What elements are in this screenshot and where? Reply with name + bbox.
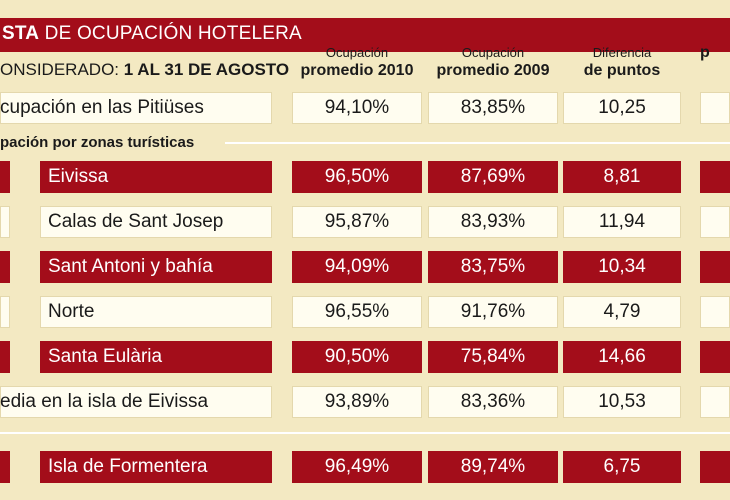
media-extra <box>700 386 730 418</box>
title-rest: DE OCUPACIÓN HOTELERA <box>39 23 302 44</box>
zone-diff: 14,66 <box>563 341 681 373</box>
formentera-diff: 6,75 <box>563 451 681 483</box>
zone-marker <box>0 161 10 193</box>
zone-2010: 94,09% <box>292 251 422 283</box>
summary-label: cupación en las Pitiüses <box>0 92 272 124</box>
period-label: ONSIDERADO: <box>0 60 120 79</box>
col-header-2009: Ocupación promedio 2009 <box>428 44 558 80</box>
media-label: edia en la isla de Eivissa <box>0 386 272 418</box>
zone-2010: 95,87% <box>292 206 422 238</box>
zone-2009: 91,76% <box>428 296 558 328</box>
zone-marker <box>0 296 10 328</box>
section-title: pación por zonas turísticas <box>0 134 195 151</box>
zone-2010: 96,50% <box>292 161 422 193</box>
zone-label: Sant Antoni y bahía <box>40 251 272 283</box>
title-bar <box>0 18 730 52</box>
col-header-2010: Ocupación promedio 2010 <box>292 44 422 80</box>
zone-2009: 87,69% <box>428 161 558 193</box>
zone-marker <box>0 341 10 373</box>
title-bold: STA <box>2 23 40 44</box>
summary-diff: 10,25 <box>563 92 681 124</box>
zone-diff: 4,79 <box>563 296 681 328</box>
col-header-2009-small: Ocupación <box>461 45 525 60</box>
period-value: 1 AL 31 DE AGOSTO <box>119 60 290 79</box>
formentera-divider <box>0 432 730 434</box>
col-header-2010-big: promedio 2010 <box>300 62 414 79</box>
zone-diff: 8,81 <box>563 161 681 193</box>
zone-marker <box>0 251 10 283</box>
formentera-2010: 96,49% <box>292 451 422 483</box>
col-header-extra: p <box>700 44 730 62</box>
formentera-extra <box>700 451 730 483</box>
zone-label: Eivissa <box>40 161 272 193</box>
formentera-2009: 89,74% <box>428 451 558 483</box>
col-header-extra-big: p <box>700 44 710 61</box>
formentera-marker <box>0 451 10 483</box>
section-divider <box>225 142 730 144</box>
zone-extra <box>700 206 730 238</box>
zone-label: Calas de Sant Josep <box>40 206 272 238</box>
summary-2009: 83,85% <box>428 92 558 124</box>
col-header-diff: Diferencia de puntos <box>563 44 681 80</box>
zone-2009: 83,93% <box>428 206 558 238</box>
col-header-diff-small: Diferencia <box>592 45 652 60</box>
zone-2010: 90,50% <box>292 341 422 373</box>
zone-extra <box>700 251 730 283</box>
zone-2009: 75,84% <box>428 341 558 373</box>
zone-label: Santa Eulària <box>40 341 272 373</box>
zone-2010: 96,55% <box>292 296 422 328</box>
page-title: STA DE OCUPACIÓN HOTELERA <box>2 23 302 45</box>
zone-diff: 11,94 <box>563 206 681 238</box>
media-2009: 83,36% <box>428 386 558 418</box>
media-2010: 93,89% <box>292 386 422 418</box>
col-header-diff-big: de puntos <box>583 62 661 79</box>
col-header-2010-small: Ocupación <box>325 45 389 60</box>
formentera-label: Isla de Formentera <box>40 451 272 483</box>
zone-extra <box>700 341 730 373</box>
zone-diff: 10,34 <box>563 251 681 283</box>
zone-2009: 83,75% <box>428 251 558 283</box>
zone-extra <box>700 296 730 328</box>
zone-extra <box>700 161 730 193</box>
zone-label: Norte <box>40 296 272 328</box>
zone-marker <box>0 206 10 238</box>
summary-extra <box>700 92 730 124</box>
summary-2010: 94,10% <box>292 92 422 124</box>
col-header-2009-big: promedio 2009 <box>436 62 550 79</box>
period-line: ONSIDERADO: 1 AL 31 DE AGOSTO <box>0 60 289 80</box>
media-diff: 10,53 <box>563 386 681 418</box>
